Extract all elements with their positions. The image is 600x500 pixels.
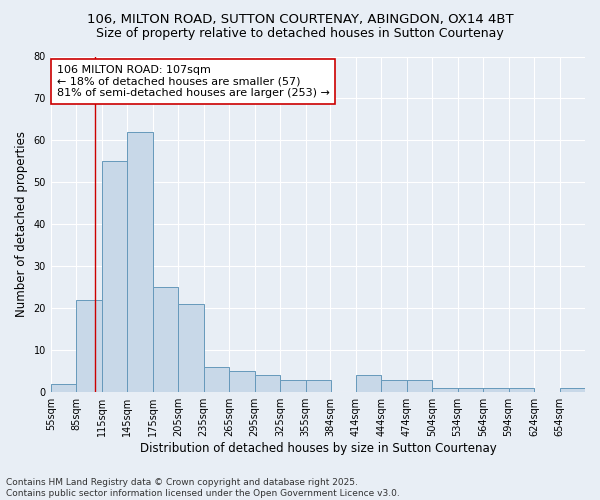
Bar	[305, 380, 331, 392]
Bar	[203, 367, 229, 392]
Bar	[458, 388, 483, 392]
Bar	[127, 132, 153, 392]
Text: 106 MILTON ROAD: 107sqm
← 18% of detached houses are smaller (57)
81% of semi-de: 106 MILTON ROAD: 107sqm ← 18% of detache…	[57, 65, 329, 98]
Bar	[381, 380, 407, 392]
Bar	[229, 371, 254, 392]
Bar	[76, 300, 102, 392]
Bar	[102, 162, 127, 392]
Bar	[509, 388, 534, 392]
Bar	[178, 304, 203, 392]
Text: Size of property relative to detached houses in Sutton Courtenay: Size of property relative to detached ho…	[96, 28, 504, 40]
Text: Contains HM Land Registry data © Crown copyright and database right 2025.
Contai: Contains HM Land Registry data © Crown c…	[6, 478, 400, 498]
X-axis label: Distribution of detached houses by size in Sutton Courtenay: Distribution of detached houses by size …	[140, 442, 496, 455]
Bar	[280, 380, 305, 392]
Bar	[560, 388, 585, 392]
Bar	[51, 384, 76, 392]
Bar	[483, 388, 509, 392]
Bar	[254, 376, 280, 392]
Bar	[432, 388, 458, 392]
Text: 106, MILTON ROAD, SUTTON COURTENAY, ABINGDON, OX14 4BT: 106, MILTON ROAD, SUTTON COURTENAY, ABIN…	[86, 12, 514, 26]
Y-axis label: Number of detached properties: Number of detached properties	[15, 132, 28, 318]
Bar	[356, 376, 381, 392]
Bar	[407, 380, 432, 392]
Bar	[153, 288, 178, 392]
